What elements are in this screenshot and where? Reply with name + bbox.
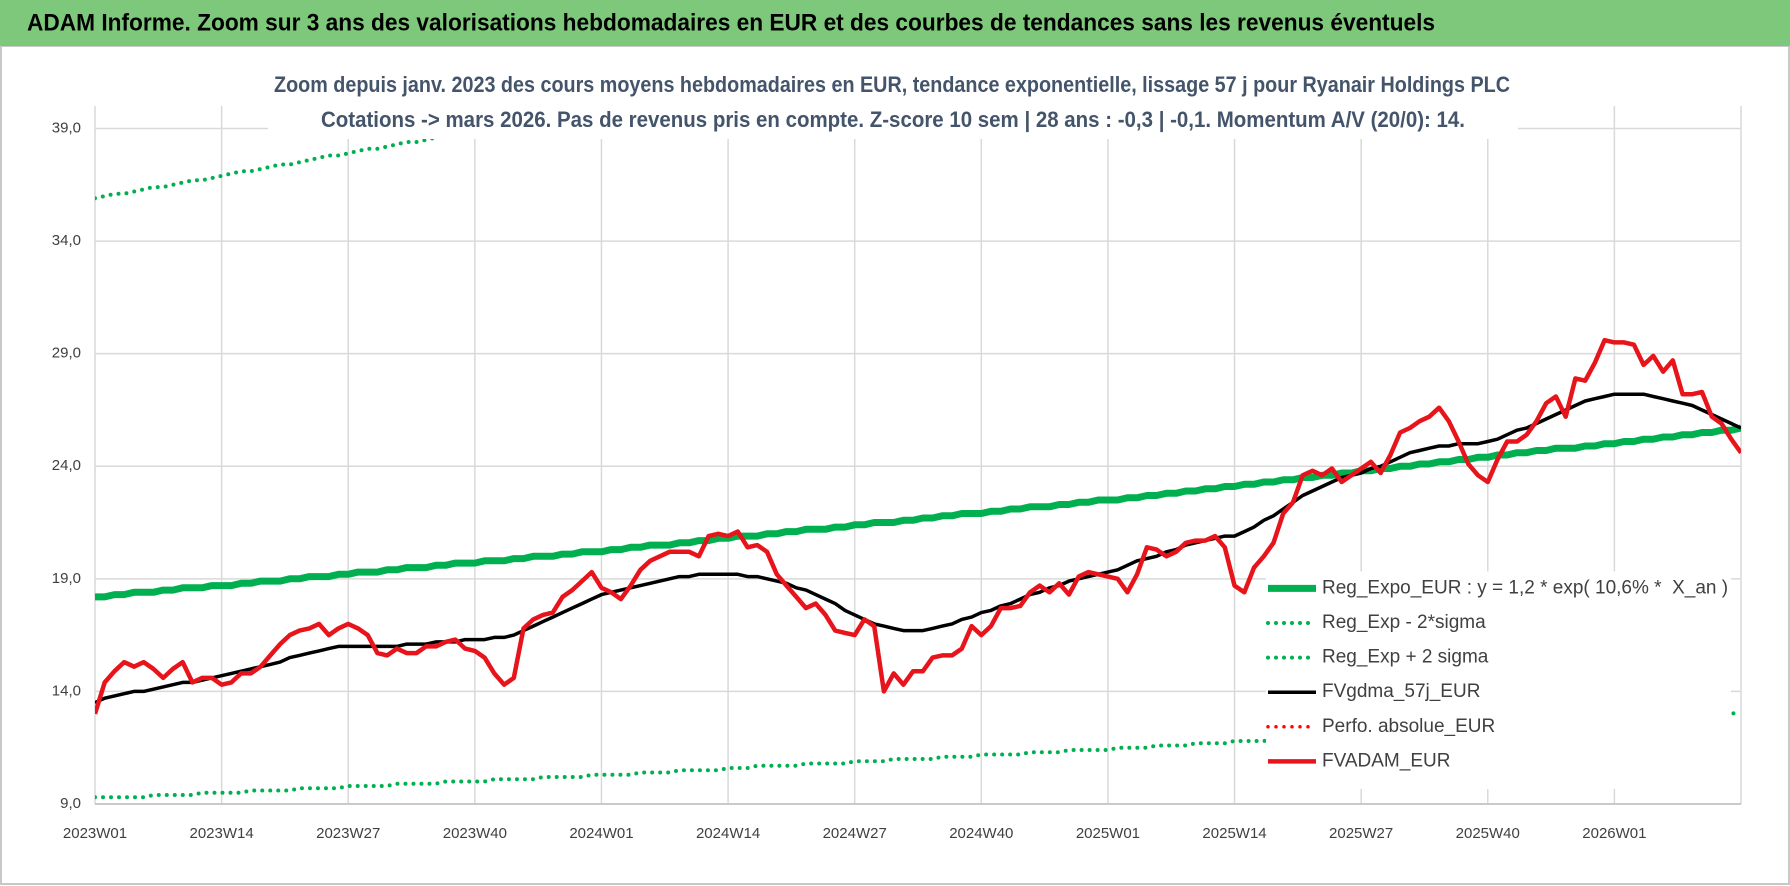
- x-tick-label: 2025W40: [1456, 825, 1520, 842]
- overlay: Zoom depuis janv. 2023 des cours moyens …: [268, 68, 1518, 139]
- page-title: ADAM Informe. Zoom sur 3 ans des valoris…: [27, 9, 1435, 36]
- legend-label: Reg_Exp - 2*sigma: [1322, 612, 1486, 633]
- y-tick-label: 9,0: [60, 795, 81, 812]
- legend-label: Reg_Expo_EUR : y = 1,2 * exp( 10,6% * X_…: [1322, 577, 1728, 598]
- x-tick-label: 2024W40: [949, 825, 1013, 842]
- x-tick-label: 2024W27: [823, 825, 887, 842]
- chart-subtitle: Zoom depuis janv. 2023 des cours moyens …: [274, 72, 1510, 97]
- header-bar: [0, 0, 1790, 46]
- x-tick-label: 2024W14: [696, 825, 760, 842]
- legend-label: FVADAM_EUR: [1322, 750, 1450, 771]
- y-tick-label: 39,0: [52, 119, 81, 136]
- x-tick-label: 2024W01: [569, 825, 633, 842]
- x-tick-label: 2025W27: [1329, 825, 1393, 842]
- plot-lines: [95, 106, 1741, 800]
- x-tick-label: 2023W27: [316, 825, 380, 842]
- legend-label: Reg_Exp + 2 sigma: [1322, 647, 1489, 668]
- legend-label: Perfo. absolue_EUR: [1322, 716, 1495, 737]
- subtitle-box: [268, 68, 1518, 139]
- series-line: [95, 337, 1741, 715]
- y-tick-label: 19,0: [52, 570, 81, 587]
- y-tick-label: 24,0: [52, 457, 81, 474]
- x-tick-label: 2025W14: [1202, 825, 1266, 842]
- x-tick-label: 2026W01: [1582, 825, 1646, 842]
- x-tick-label: 2023W40: [443, 825, 507, 842]
- y-tick-label: 34,0: [52, 232, 81, 249]
- chart-subtitle: Cotations -> mars 2026. Pas de revenus p…: [321, 107, 1465, 132]
- legend-label: FVgdma_57j_EUR: [1322, 681, 1480, 702]
- legend: Reg_Expo_EUR : y = 1,2 * exp( 10,6% * X_…: [1266, 571, 1731, 789]
- x-tick-label: 2023W01: [63, 825, 127, 842]
- x-tick-label: 2023W14: [190, 825, 254, 842]
- legend-box: [1266, 571, 1731, 789]
- series-line: [95, 106, 620, 201]
- series-line: [95, 392, 1741, 705]
- y-tick-label: 14,0: [52, 682, 81, 699]
- x-tick-label: 2025W01: [1076, 825, 1140, 842]
- y-tick-label: 29,0: [52, 345, 81, 362]
